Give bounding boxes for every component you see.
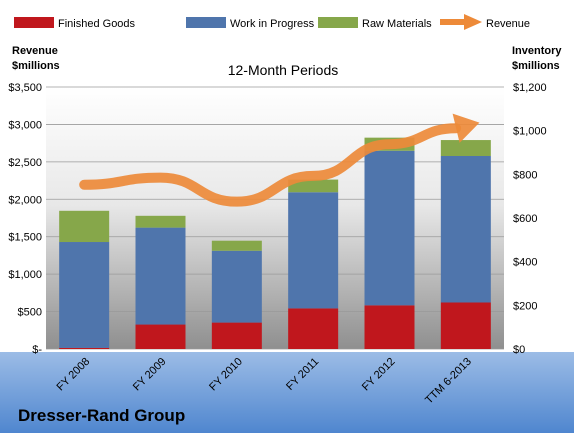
- left-tick-label: $1,500: [8, 232, 42, 244]
- right-tick-label: $1,200: [513, 82, 547, 94]
- bar-finished-goods: [135, 324, 186, 349]
- bar-finished-goods: [440, 302, 491, 349]
- gridlines: [46, 86, 504, 350]
- left-axis-title-line1: Revenue: [12, 45, 58, 57]
- bar-work-in-progress: [135, 227, 186, 325]
- bar-work-in-progress: [440, 155, 491, 303]
- right-tick-label: $0: [513, 344, 525, 356]
- bar-work-in-progress: [288, 192, 339, 309]
- bar-work-in-progress: [59, 242, 110, 348]
- legend-label-raw-materials: Raw Materials: [362, 18, 432, 30]
- bar-work-in-progress: [364, 150, 415, 306]
- bar-finished-goods: [364, 305, 415, 349]
- legend: Finished Goods Work in Progress Raw Mate…: [14, 14, 530, 30]
- right-axis-title-line2: $millions: [512, 60, 560, 72]
- left-axis: $- $500 $1,000 $1,500 $2,000 $2,500 $3,000 $3,5…: [8, 82, 42, 356]
- left-tick-label: $500: [18, 307, 42, 319]
- bar-raw-materials: [211, 240, 262, 251]
- bar-raw-materials: [288, 179, 339, 193]
- legend-label-work-in-progress: Work in Progress: [230, 18, 315, 30]
- bar-raw-materials: [59, 210, 110, 243]
- left-tick-label: $3,500: [8, 82, 42, 94]
- left-tick-label: $2,500: [8, 157, 42, 169]
- left-tick-label: $2,000: [8, 194, 42, 206]
- right-tick-label: $1,000: [513, 126, 547, 138]
- right-axis: $0 $200 $400 $600 $800 $1,000 $1,200: [513, 82, 547, 356]
- legend-swatch-revenue: [440, 14, 482, 30]
- revenue-line: [79, 123, 462, 207]
- bar-raw-materials: [135, 215, 186, 228]
- company-title: Dresser-Rand Group: [18, 406, 185, 425]
- left-tick-label: $1,000: [8, 269, 42, 281]
- legend-label-revenue: Revenue: [486, 18, 530, 30]
- legend-swatch-work-in-progress: [186, 17, 226, 28]
- bar-finished-goods: [288, 308, 339, 349]
- revenue-line-layer: [79, 113, 480, 207]
- chart-subtitle: 12-Month Periods: [228, 62, 339, 78]
- legend-swatch-finished-goods: [14, 17, 54, 28]
- left-tick-label: $-: [32, 344, 42, 356]
- legend-label-finished-goods: Finished Goods: [58, 18, 136, 30]
- bar-raw-materials: [440, 140, 491, 156]
- bar-finished-goods: [59, 347, 110, 349]
- bottom-band: [0, 352, 574, 433]
- bar-finished-goods: [211, 322, 262, 349]
- right-tick-label: $200: [513, 300, 537, 312]
- left-axis-title-line2: $millions: [12, 60, 60, 72]
- right-tick-label: $400: [513, 257, 537, 269]
- bar-work-in-progress: [211, 250, 262, 323]
- left-tick-label: $3,000: [8, 119, 42, 131]
- legend-swatch-raw-materials: [318, 17, 358, 28]
- right-tick-label: $800: [513, 169, 537, 181]
- right-axis-title-line1: Inventory: [512, 45, 562, 57]
- revenue-arrowhead: [452, 113, 480, 143]
- right-tick-label: $600: [513, 213, 537, 225]
- bar-layer: [59, 137, 491, 349]
